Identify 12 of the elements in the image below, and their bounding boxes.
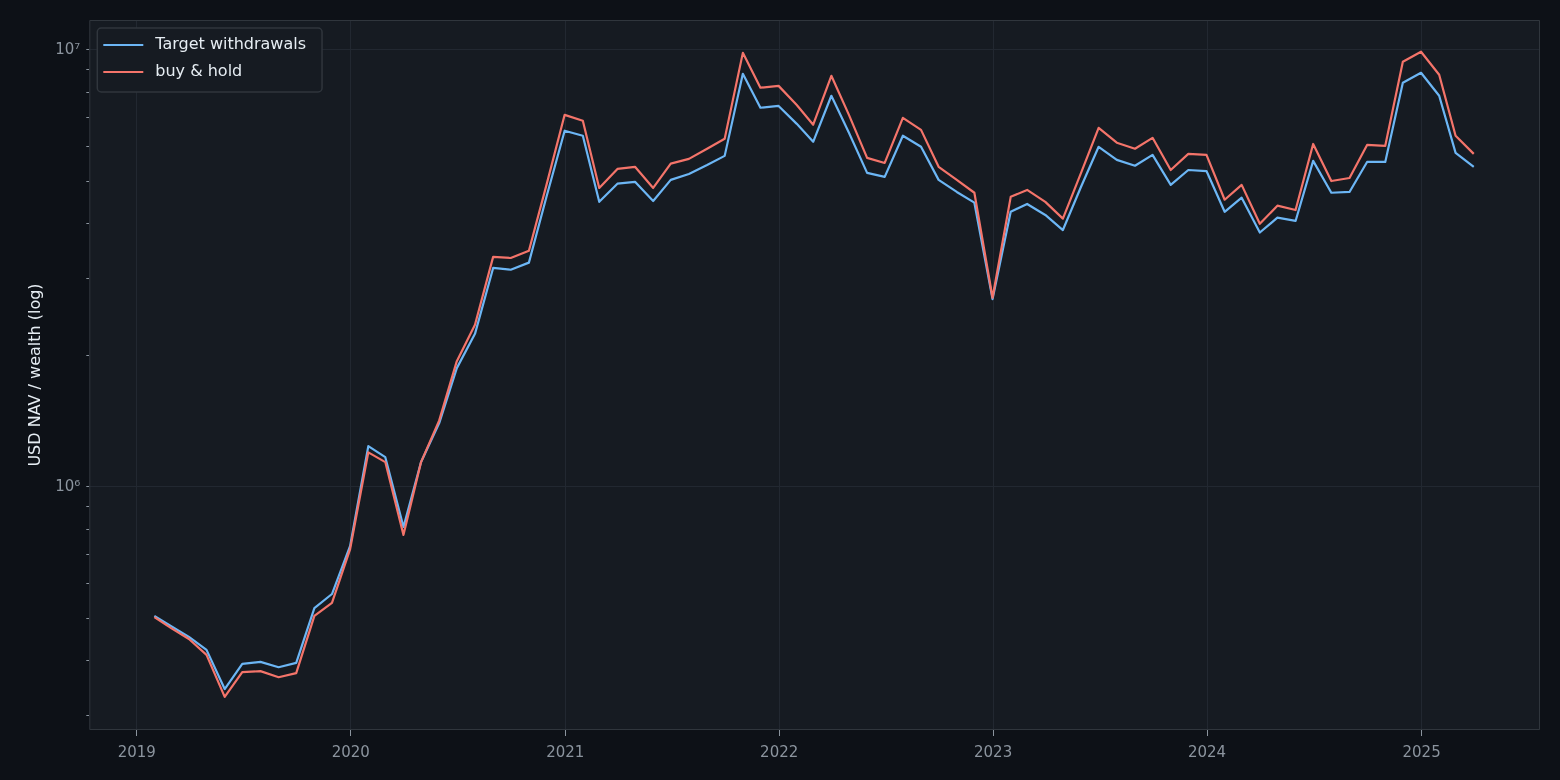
y-tick-label: 10⁷ <box>55 39 81 58</box>
x-tick-label: 2022 <box>760 742 799 761</box>
y-axis-title: USD NAV / wealth (log) <box>24 283 44 467</box>
x-tick-label: 2021 <box>546 742 585 761</box>
x-tick-label: 2024 <box>1187 742 1227 761</box>
legend-label: Target withdrawals <box>154 34 307 54</box>
y-tick-label: 10⁶ <box>55 476 81 495</box>
x-tick-label: 2020 <box>331 742 370 761</box>
legend-label: buy & hold <box>155 61 243 81</box>
x-tick-label: 2019 <box>117 742 156 761</box>
x-tick-label: 2023 <box>974 742 1013 761</box>
x-tick-label: 2025 <box>1402 742 1441 761</box>
